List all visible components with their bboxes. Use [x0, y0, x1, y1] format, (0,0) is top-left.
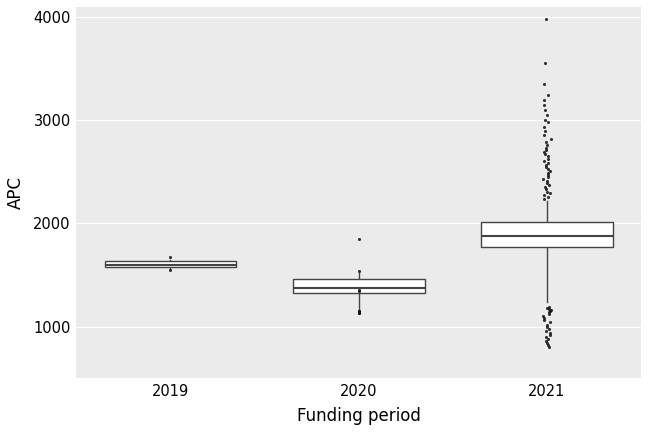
Point: [354, 309, 364, 316]
Point: [539, 96, 550, 103]
Point: [545, 319, 555, 326]
Point: [538, 317, 549, 324]
Point: [543, 155, 553, 162]
Point: [354, 308, 364, 315]
Point: [540, 117, 550, 124]
Point: [543, 153, 553, 160]
Point: [540, 184, 550, 191]
Point: [539, 123, 550, 130]
Point: [165, 267, 176, 274]
Point: [354, 268, 364, 275]
Point: [542, 180, 552, 187]
Point: [545, 168, 555, 175]
Point: [541, 139, 551, 146]
Point: [541, 334, 551, 340]
Point: [538, 176, 548, 183]
Bar: [481, 222, 613, 247]
Point: [543, 119, 553, 126]
Bar: [293, 279, 424, 293]
Point: [546, 136, 556, 143]
Point: [539, 81, 550, 88]
Point: [542, 112, 552, 119]
Point: [544, 325, 554, 332]
Point: [544, 182, 554, 189]
Point: [165, 254, 176, 261]
Point: [538, 157, 549, 164]
Y-axis label: APC: APC: [7, 176, 25, 209]
Point: [539, 195, 550, 202]
Point: [544, 307, 555, 314]
Point: [538, 313, 548, 320]
Point: [544, 309, 554, 316]
Point: [538, 131, 549, 138]
Point: [540, 145, 551, 152]
Point: [543, 193, 553, 200]
Point: [540, 147, 551, 154]
Point: [543, 165, 553, 172]
Point: [542, 178, 553, 184]
Point: [543, 336, 553, 343]
Point: [541, 327, 551, 334]
Point: [545, 189, 555, 196]
Point: [542, 142, 553, 149]
Point: [540, 163, 551, 170]
Point: [542, 169, 553, 176]
Point: [354, 286, 364, 293]
Point: [540, 151, 550, 158]
Point: [543, 159, 553, 166]
Point: [354, 288, 364, 295]
Point: [545, 329, 555, 336]
Point: [354, 309, 364, 316]
Point: [544, 311, 555, 318]
Point: [540, 59, 550, 66]
Point: [542, 321, 553, 328]
Point: [542, 304, 552, 311]
Point: [545, 331, 555, 338]
Point: [540, 127, 550, 134]
Point: [544, 305, 555, 312]
Point: [541, 16, 551, 23]
Bar: [104, 261, 237, 267]
Point: [354, 308, 364, 314]
X-axis label: Funding period: Funding period: [297, 407, 421, 425]
Point: [540, 107, 550, 114]
Point: [546, 306, 556, 313]
Point: [542, 188, 552, 195]
Point: [542, 172, 553, 178]
Point: [541, 337, 551, 344]
Point: [539, 191, 550, 198]
Point: [542, 323, 552, 330]
Point: [354, 310, 364, 317]
Point: [542, 174, 553, 181]
Point: [543, 91, 553, 98]
Point: [542, 342, 553, 349]
Point: [354, 236, 364, 243]
Point: [538, 315, 549, 322]
Point: [542, 395, 553, 402]
Point: [539, 102, 550, 108]
Point: [544, 303, 554, 310]
Point: [539, 149, 550, 156]
Point: [541, 161, 551, 168]
Point: [541, 186, 551, 193]
Point: [544, 344, 554, 351]
Point: [542, 340, 553, 346]
